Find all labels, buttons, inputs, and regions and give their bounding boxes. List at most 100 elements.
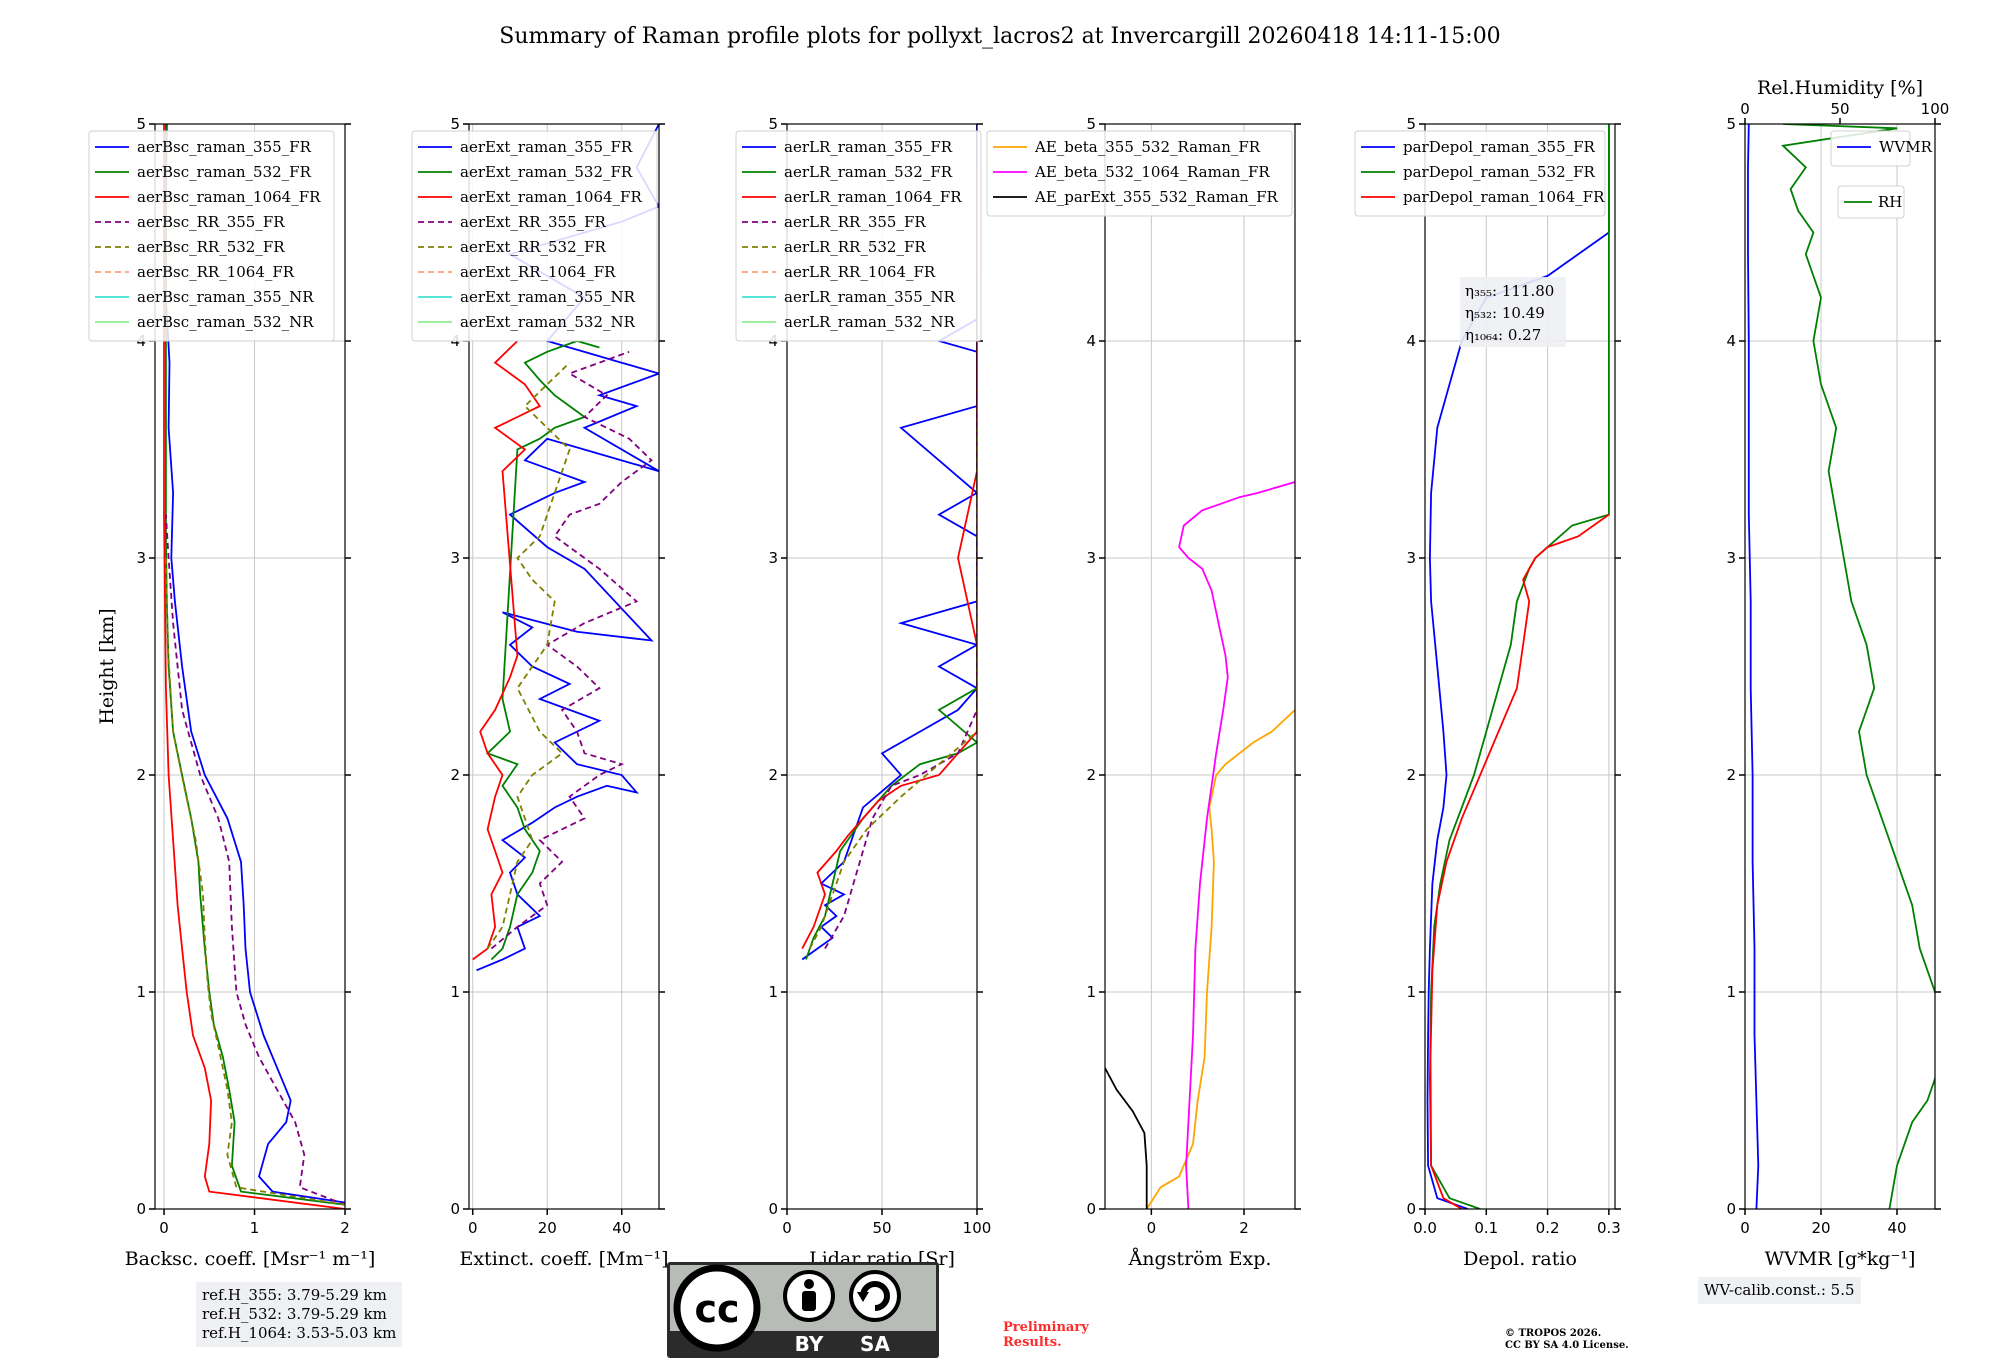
- legend-frame: [1830, 130, 1911, 167]
- y-tick-label: 3: [1406, 549, 1416, 567]
- y-tick-label: 5: [1406, 115, 1416, 133]
- copyright-line-2: CC BY SA 4.0 License.: [1505, 1340, 1629, 1351]
- x-tick-label: 20: [538, 1219, 557, 1237]
- legend-entry: aerExt_raman_355_NR: [460, 288, 636, 306]
- license-sa-label: SA: [860, 1332, 890, 1356]
- y-tick-label: 5: [450, 115, 460, 133]
- series-line-AE_beta_355_532_Raman_FR: [1145, 709, 1295, 1209]
- legend-entry: parDepol_raman_532_FR: [1403, 163, 1596, 181]
- series-line-parDepol_raman_1064_FR: [1429, 513, 1610, 1209]
- cc-by-sa-license-badge: cc BY SA: [667, 1262, 939, 1358]
- y-tick-label: 0: [1726, 1200, 1736, 1218]
- x-tick-label: 20: [1811, 1219, 1830, 1237]
- y-tick-label: 3: [768, 549, 778, 567]
- legend-entry: AE_beta_532_1064_Raman_FR: [1034, 163, 1270, 181]
- legend-entry: aerLR_RR_355_FR: [784, 213, 926, 231]
- legend-entry: aerLR_RR_1064_FR: [784, 263, 936, 281]
- series-line-aerLR_raman_1064_FR: [801, 167, 977, 950]
- x-tick-label: 0: [468, 1219, 478, 1237]
- x-axis-label: Depol. ratio: [1463, 1248, 1577, 1270]
- legend-frame: [411, 130, 658, 342]
- legend-entry-rh: RH: [1878, 193, 1902, 211]
- y-tick-label: 0: [136, 1200, 146, 1218]
- panel-angstrom: 0 1 2 3 4 5 0 2 Ångström Exp. AE_beta_355_532_Ram…: [986, 115, 1301, 1270]
- axes-frame: [468, 123, 660, 1210]
- y-tick-label: 2: [1726, 766, 1736, 784]
- legend-entry: WVMR: [1879, 138, 1933, 156]
- legend-entry: aerBsc_raman_1064_FR: [137, 188, 321, 206]
- x-axis-label: Backsc. coeff. [Msr⁻¹ m⁻¹]: [125, 1248, 376, 1270]
- x-tick-label: 0: [1147, 1219, 1157, 1237]
- ref-h-532: ref.H_532: 3.79-5.29 km: [202, 1305, 387, 1323]
- y-tick-label: 3: [450, 549, 460, 567]
- y-tick-label: 5: [136, 115, 146, 133]
- share-alike-icon: [849, 1270, 901, 1322]
- eta-annotation-line: η₁₀₆₄: 0.27: [1465, 326, 1541, 344]
- legend-entry: aerLR_raman_355_FR: [784, 138, 953, 156]
- legend-entry: aerLR_raman_355_NR: [784, 288, 955, 306]
- y-tick-label: 0: [1406, 1200, 1416, 1218]
- ref-h-1064: ref.H_1064: 3.53-5.03 km: [202, 1324, 397, 1342]
- legend-entry: aerLR_raman_532_NR: [784, 313, 955, 331]
- legend-entry: AE_parExt_355_532_Raman_FR: [1034, 188, 1279, 206]
- legend: WVMR RH: [1830, 130, 1933, 219]
- series-line-aerBsc_RR_532_FR: [165, 557, 345, 1206]
- y-tick-label: 1: [450, 983, 460, 1001]
- x-tick-label: 50: [872, 1219, 891, 1237]
- legend-entry: AE_beta_355_532_Raman_FR: [1034, 138, 1261, 156]
- top-x-tick-label: 0: [1740, 100, 1750, 118]
- series-line-aerBsc_raman_355_FR: [164, 124, 345, 1204]
- legend-entry: parDepol_raman_355_FR: [1403, 138, 1596, 156]
- legend-entry: aerExt_RR_355_FR: [460, 213, 607, 231]
- y-tick-label: 3: [136, 549, 146, 567]
- y-tick-label: 2: [1086, 766, 1096, 784]
- y-tick-label: 0: [450, 1200, 460, 1218]
- legend-frame: [88, 130, 335, 342]
- x-tick-label: 40: [1887, 1219, 1906, 1237]
- legend-frame: [1354, 130, 1606, 217]
- y-tick-label: 1: [1726, 983, 1736, 1001]
- cc-logo-text: cc: [694, 1287, 739, 1331]
- legend-frame: [986, 130, 1293, 217]
- reference-height-box: ref.H_355: 3.79-5.29 km ref.H_532: 3.79-…: [196, 1282, 403, 1347]
- series-line-AE_beta_532_1064_Raman_FR: [1178, 481, 1295, 1209]
- series-line-aerExt_raman_355_FR: [476, 124, 659, 972]
- eta-annotation-line: η₃₅₅: 111.80: [1465, 282, 1554, 300]
- chart-panels: 012345012Backsc. coeff. [Msr⁻¹ m⁻¹]Heigh…: [88, 77, 1949, 1270]
- x-tick-label: 2: [1239, 1219, 1249, 1237]
- x-tick-label: 0.1: [1474, 1219, 1498, 1237]
- axes-frame: [1104, 123, 1296, 1210]
- y-tick-label: 0: [768, 1200, 778, 1218]
- y-tick-label: 4: [1406, 332, 1416, 350]
- legend-entry: aerLR_raman_532_FR: [784, 163, 953, 181]
- panel-depolarization: 0 1 2 3 4 5 0.0 0.1 0.2 0.3 Depol. ratio parDepol_r…: [1354, 115, 1621, 1270]
- series-group: [801, 124, 977, 961]
- top-x-tick-label: 100: [1921, 100, 1950, 118]
- copyright-note: © TROPOS 2026. CC BY SA 4.0 License.: [1505, 1328, 1629, 1352]
- y-tick-label: 2: [768, 766, 778, 784]
- x-tick-label: 0: [159, 1219, 169, 1237]
- x-tick-label: 0: [1740, 1219, 1750, 1237]
- y-tick-label: 1: [1086, 983, 1096, 1001]
- legend: parDepol_raman_355_FR parDepol_raman_532_…: [1354, 130, 1606, 217]
- y-tick-label: 1: [768, 983, 778, 1001]
- x-tick-label: 0.3: [1597, 1219, 1621, 1237]
- legend-entry: parDepol_raman_1064_FR: [1403, 188, 1605, 206]
- x-axis-label: Ångström Exp.: [1128, 1248, 1272, 1270]
- wv-calib-const: WV-calib.const.: 5.5: [1704, 1281, 1855, 1299]
- legend-entry: aerBsc_raman_355_FR: [137, 138, 312, 156]
- legend-entry: aerExt_RR_532_FR: [460, 238, 607, 256]
- series-group: [472, 124, 659, 972]
- legend-entry: aerBsc_raman_532_FR: [137, 163, 312, 181]
- wv-calib-box: WV-calib.const.: 5.5: [1698, 1277, 1861, 1304]
- series-line-WVMR: [1747, 124, 1760, 1209]
- y-tick-label: 3: [1726, 549, 1736, 567]
- series-line-aerExt_raman_1064_FR: [472, 340, 542, 961]
- eta-annotation-box: [1460, 277, 1566, 347]
- legend-entry: aerLR_raman_1064_FR: [784, 188, 962, 206]
- y-tick-label: 2: [136, 766, 146, 784]
- panel-extinction: 01234502040Extinct. coeff. [Mm⁻¹]aerExt_…: [411, 115, 669, 1270]
- series-line-aerExt_raman_532_FR: [485, 340, 600, 961]
